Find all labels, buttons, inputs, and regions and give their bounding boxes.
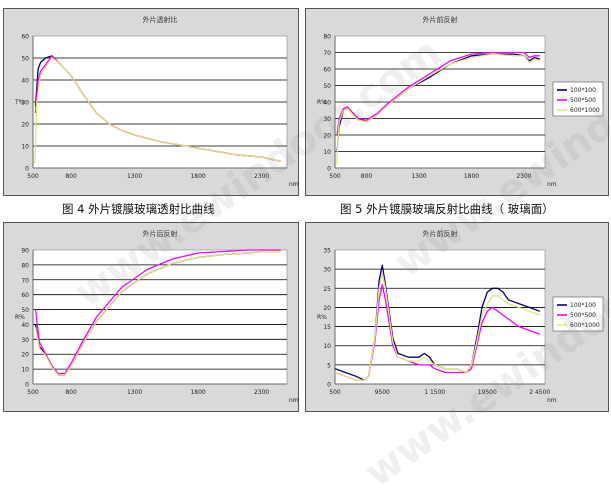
x-tick-label: 19500 xyxy=(478,389,497,396)
legend-label: 600*1000 xyxy=(570,322,600,329)
y-axis-label: R% xyxy=(317,99,327,106)
panel-transmittance: 外片透射比 0 10 20 30 40 50 60 T% 500 800 1300 1800 2300 nm xyxy=(3,8,299,196)
x-tick-label: 500 xyxy=(329,389,341,396)
y-tick-label: 25 xyxy=(323,286,331,293)
y-tick-label: 30 xyxy=(21,337,29,344)
y-tick-label: 40 xyxy=(323,100,331,107)
y-tick-label: 0 xyxy=(25,166,29,173)
x-tick-label: 2 4500 xyxy=(529,389,550,396)
x-tick-label: 800 xyxy=(65,173,77,180)
chart-svg-c1: 外片透射比 0 10 20 30 40 50 60 T% 500 800 1300 1800 2300 nm xyxy=(3,8,299,196)
y-tick-label: 40 xyxy=(21,322,29,329)
y-tick-label: 10 xyxy=(21,367,29,374)
legend-label: 100*100 xyxy=(570,302,596,309)
y-tick-label: 15 xyxy=(323,324,331,331)
y-tick-label: 70 xyxy=(323,50,331,57)
x-tick-label: 1800 xyxy=(190,389,205,396)
legend-label: 500*500 xyxy=(570,312,596,319)
x-tick-label: 500 xyxy=(329,173,341,180)
chart-svg-c2: 外片前反射 0 10 20 30 40 50 60 70 80 R% 500 800 1300 1800 23… xyxy=(305,8,609,196)
legend-label: 100*100 xyxy=(570,87,596,94)
y-tick-label: 0 xyxy=(327,166,331,173)
y-tick-label: 30 xyxy=(21,100,29,107)
x-axis-label: nm xyxy=(547,397,557,404)
y-tick-label: 30 xyxy=(323,116,331,123)
y-tick-label: 10 xyxy=(21,144,29,151)
y-tick-label: 50 xyxy=(21,307,29,314)
chart-title: 外片前反射 xyxy=(423,229,458,238)
x-tick-label: 1300 xyxy=(127,389,142,396)
y-axis-label: R% xyxy=(15,314,25,321)
panel-front-reflectance: 外片前反射 0 10 20 30 40 50 60 70 80 R% 500 800 1300 1800 23… xyxy=(305,8,609,196)
x-tick-label: 800 xyxy=(361,173,373,180)
y-tick-label: 5 xyxy=(327,362,331,369)
y-axis-label: T% xyxy=(14,99,25,106)
x-tick-label: 1300 xyxy=(127,173,142,180)
x-tick-label: 2300 xyxy=(254,389,269,396)
chart-svg-c4: 外片前反射 0 5 10 15 20 25 30 35 R% 500 9500 1 1500 19500 2… xyxy=(305,222,609,412)
x-tick-label: 1800 xyxy=(464,173,479,180)
x-tick-label: 1800 xyxy=(190,173,205,180)
y-tick-label: 20 xyxy=(21,352,29,359)
panel-front-reflectance-2: 外片前反射 0 5 10 15 20 25 30 35 R% 500 9500 1 1500 19500 2… xyxy=(305,222,609,412)
y-tick-label: 10 xyxy=(323,343,331,350)
x-tick-label: 2300 xyxy=(516,173,531,180)
y-tick-label: 80 xyxy=(21,262,29,269)
y-tick-label: 70 xyxy=(21,277,29,284)
chart-title: 外片前反射 xyxy=(423,15,458,24)
y-tick-label: 60 xyxy=(323,67,331,74)
y-tick-label: 90 xyxy=(21,248,29,255)
y-tick-label: 20 xyxy=(323,305,331,312)
y-tick-label: 30 xyxy=(323,267,331,274)
y-tick-label: 20 xyxy=(323,133,331,140)
series-line-s500 xyxy=(336,51,540,136)
plot-area xyxy=(32,249,288,385)
x-tick-label: 500 xyxy=(27,173,39,180)
y-tick-label: 60 xyxy=(21,34,29,41)
y-tick-label: 10 xyxy=(323,149,331,156)
y-tick-label: 20 xyxy=(21,122,29,129)
y-tick-label: 60 xyxy=(21,292,29,299)
x-tick-label: 9500 xyxy=(375,389,390,396)
chart-title: 外片后反射 xyxy=(143,229,178,238)
y-tick-label: 50 xyxy=(21,56,29,63)
y-tick-label: 40 xyxy=(21,78,29,85)
plot-area xyxy=(334,249,546,385)
chart-svg-c3: 外片后反射 0 10 20 30 40 50 60 70 80 90 R% 500 800 1300 1800… xyxy=(3,222,299,412)
legend-label: 600*1000 xyxy=(570,107,600,114)
y-tick-label: 0 xyxy=(327,382,331,389)
legend-label: 500*500 xyxy=(570,97,596,104)
caption-fig4: 图 4 外片镀膜玻璃透射比曲线 xyxy=(62,202,215,216)
y-tick-label: 50 xyxy=(323,83,331,90)
y-axis-label: R% xyxy=(317,314,327,321)
x-axis-label: nm xyxy=(289,397,299,404)
x-axis-label: nm xyxy=(547,181,557,188)
panel-back-reflectance: 外片后反射 0 10 20 30 40 50 60 70 80 90 R% 500 800 1300 1800… xyxy=(3,222,299,412)
series-line-s600 xyxy=(34,57,281,164)
x-tick-label: 500 xyxy=(27,389,39,396)
y-tick-label: 0 xyxy=(25,382,29,389)
series-line-s600 xyxy=(34,250,281,376)
y-tick-label: 80 xyxy=(323,34,331,41)
series-line-s600 xyxy=(335,53,540,165)
chart-title: 外片透射比 xyxy=(143,15,178,24)
caption-fig5: 图 5 外片镀膜玻璃反射比曲线（ 玻璃面） xyxy=(340,202,554,216)
series-line-s500 xyxy=(34,249,281,375)
series-line-s600 xyxy=(334,272,541,381)
x-tick-label: 800 xyxy=(65,389,77,396)
x-tick-label: 1 1500 xyxy=(424,389,445,396)
x-tick-label: 2300 xyxy=(254,173,269,180)
x-tick-label: 1300 xyxy=(411,173,426,180)
x-axis-label: nm xyxy=(289,181,299,188)
y-tick-label: 35 xyxy=(323,248,331,255)
